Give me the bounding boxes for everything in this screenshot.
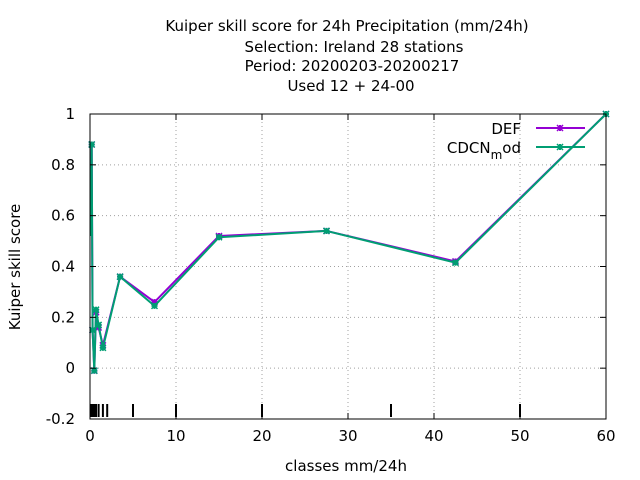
x-tick-label-1: 10 <box>166 427 185 445</box>
series-1-point-3 <box>90 367 98 375</box>
legend-marker-def <box>556 124 564 132</box>
y-tick-label-6: 1 <box>65 105 75 123</box>
legend-marker-cdcn <box>556 143 564 151</box>
chart-title-line-4: Used 12 + 24-00 <box>287 77 414 95</box>
x-tick-label-2: 20 <box>252 427 271 445</box>
series-1-point-4 <box>92 306 100 314</box>
series-1-point-2 <box>89 326 97 334</box>
x-tick-label-5: 50 <box>510 427 529 445</box>
legend-label-cdcn-tail: od <box>502 139 521 157</box>
x-ticks: 0 10 20 30 40 50 60 <box>85 114 616 445</box>
chart-title-line-3: Period: 20200203-20200217 <box>245 57 460 75</box>
legend: DEF CDCNmod <box>447 120 585 162</box>
series-1-point-7 <box>116 273 124 281</box>
y-tick-label-3: 0.4 <box>51 258 75 276</box>
y-tick-label-1: 0 <box>65 359 75 377</box>
series-1 <box>88 110 610 375</box>
x-tick-label-6: 60 <box>596 427 615 445</box>
legend-label-def: DEF <box>491 120 521 138</box>
class-marks <box>89 404 521 417</box>
series-1-point-10 <box>322 227 331 235</box>
legend-label-cdcn-main: CDCN <box>447 139 491 157</box>
legend-label-cdcn: CDCNmod <box>447 139 521 162</box>
series-1-point-11 <box>451 259 460 267</box>
series-layer <box>88 110 610 375</box>
series-1-point-8 <box>150 302 159 310</box>
grid <box>90 114 606 419</box>
x-tick-label-4: 40 <box>424 427 443 445</box>
y-ticks: -0.2 0 0.2 0.4 0.6 0.8 1 <box>46 105 606 428</box>
chart-title-line-2: Selection: Ireland 28 stations <box>245 38 464 56</box>
chart-title-line-1: Kuiper skill score for 24h Precipitation… <box>165 17 528 35</box>
y-tick-label-5: 0.8 <box>51 156 75 174</box>
x-tick-label-0: 0 <box>85 427 95 445</box>
x-tick-label-3: 30 <box>338 427 357 445</box>
series-1-point-6 <box>99 344 107 352</box>
y-axis-label: Kuiper skill score <box>6 204 24 331</box>
legend-label-cdcn-sub: m <box>491 148 503 162</box>
x-axis-label: classes mm/24h <box>285 457 407 475</box>
series-1-point-5 <box>95 321 103 329</box>
series-1-point-9 <box>215 233 223 241</box>
y-tick-label-2: 0.2 <box>51 308 75 326</box>
y-tick-label-0: -0.2 <box>46 410 75 428</box>
y-tick-label-4: 0.6 <box>51 207 75 225</box>
series-0 <box>88 110 610 375</box>
